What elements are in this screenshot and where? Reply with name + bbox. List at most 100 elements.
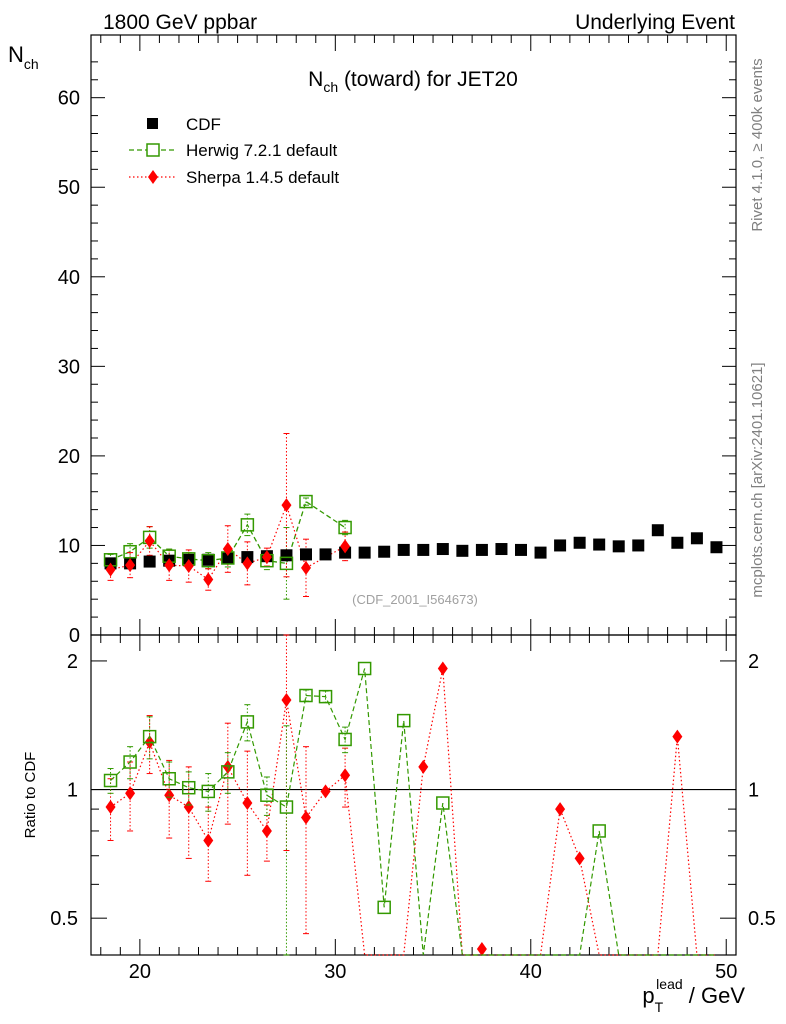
herwig-ratio-point <box>357 661 372 676</box>
cdf-point <box>651 524 664 537</box>
ratio-ytick-label: 0.5 <box>50 908 78 930</box>
cdf-point <box>358 546 371 559</box>
herwig-ratio-point <box>201 784 216 799</box>
cdf-point <box>143 555 156 568</box>
legend: CDF Herwig 7.2.1 default Sherpa 1.4.5 de… <box>129 115 339 187</box>
cdf-point <box>456 544 469 557</box>
cdf-point <box>280 549 293 562</box>
sherpa-main-point <box>203 572 214 587</box>
analysis-watermark: (CDF_2001_I564673) <box>352 592 478 607</box>
sherpa-ratio-point <box>672 729 683 744</box>
sherpa-ratio-point <box>105 800 116 815</box>
cdf-point <box>397 543 410 556</box>
sherpa-ratio-point <box>301 810 311 825</box>
ratio-ytick-label-right: 0.5 <box>748 908 776 930</box>
sherpa-ratio-point <box>320 784 331 799</box>
ratio-ytick-label-right: 2 <box>748 651 759 673</box>
xlabel-p: p <box>642 983 654 1008</box>
herwig-ratio-line <box>110 668 717 956</box>
herwig-ratio-point <box>338 732 352 747</box>
sherpa-main-point <box>281 498 292 513</box>
sherpa-ratio-point <box>418 759 429 774</box>
cdf-point <box>710 541 723 554</box>
cdf-point <box>436 543 449 556</box>
main-ticks: 0 10 20 30 40 50 60 <box>58 35 736 647</box>
cdf-point <box>534 546 547 559</box>
ratio-ytick-label: 1 <box>67 780 78 802</box>
legend-cdf-label: CDF <box>186 115 221 134</box>
cdf-point <box>573 536 586 549</box>
main-ylabel: Nch <box>8 42 39 72</box>
ratio-xtick-label: 20 <box>129 961 151 983</box>
mcplots-label: mcplots.cern.ch [arXiv:2401.10621] <box>749 362 766 597</box>
sherpa-ratio-point <box>574 851 585 866</box>
ratio-data <box>103 634 717 956</box>
cdf-point <box>495 543 508 556</box>
sherpa-ratio-line <box>110 668 717 956</box>
sherpa-ratio-point <box>261 823 272 838</box>
sherpa-ratio-point <box>242 796 253 811</box>
herwig-ratio-point <box>162 771 176 786</box>
main-title-sub: ch <box>323 79 338 95</box>
main-ytick-label: 30 <box>58 356 80 378</box>
herwig-ratio-point <box>123 755 137 769</box>
herwig-main-point <box>240 518 255 532</box>
cdf-point <box>671 536 684 549</box>
ratio-xtick-label: 40 <box>520 961 542 983</box>
legend-herwig-marker <box>146 143 160 157</box>
xlabel-sub: T <box>655 999 664 1015</box>
sherpa-main-point <box>301 560 311 575</box>
sherpa-main-line <box>110 503 346 581</box>
cdf-point <box>632 539 645 552</box>
legend-sherpa-marker <box>148 170 158 184</box>
herwig-ratio-point <box>103 773 118 788</box>
herwig-main-point <box>338 520 352 535</box>
herwig-ratio-point <box>240 715 255 729</box>
header-left: 1800 GeV ppbar <box>103 11 257 34</box>
main-ytick-label: 50 <box>58 177 80 199</box>
sherpa-ratio-point <box>164 788 175 803</box>
cdf-point <box>221 551 234 564</box>
sherpa-ratio-point <box>437 661 448 676</box>
sherpa-main-point <box>105 562 116 577</box>
legend-sherpa-label: Sherpa 1.4.5 default <box>186 168 339 187</box>
main-title-rest: (toward) for JET20 <box>338 68 518 91</box>
main-title-n: N <box>308 68 323 91</box>
legend-cdf-marker <box>147 118 158 129</box>
herwig-ratio-point <box>221 765 235 779</box>
ratio-ticks: 20 30 40 50 0.5 0.5 1 1 2 2 <box>50 635 776 983</box>
legend-herwig-label: Herwig 7.2.1 default <box>186 141 337 160</box>
ratio-ytick-label: 2 <box>67 651 78 673</box>
xlabel-rest: / GeV <box>683 983 746 1008</box>
main-ytick-label: 10 <box>58 535 80 557</box>
herwig-ratio-point <box>279 800 294 814</box>
herwig-ratio-point <box>592 824 606 838</box>
herwig-ratio-point <box>318 689 333 704</box>
herwig-main-point <box>123 544 137 559</box>
cdf-point <box>378 545 391 558</box>
ratio-ylabel: Ratio to CDF <box>22 752 39 839</box>
main-ylabel-sub: ch <box>24 56 39 72</box>
cdf-point <box>612 540 625 553</box>
herwig-ratio-point <box>181 780 196 795</box>
sherpa-main-point <box>222 542 233 557</box>
main-ytick-label: 40 <box>58 267 80 289</box>
cdf-point <box>554 539 567 552</box>
sherpa-main-point <box>183 559 194 574</box>
herwig-ratio-point <box>299 688 313 703</box>
sherpa-main-point <box>340 539 351 554</box>
main-ytick-label: 20 <box>58 446 80 468</box>
ratio-ytick-label-right: 1 <box>748 780 759 802</box>
cdf-point <box>319 548 332 561</box>
sherpa-ratio-point <box>125 786 136 801</box>
sherpa-main-point <box>261 550 272 565</box>
rivet-label: Rivet 4.1.0, ≥ 400k events <box>749 58 766 231</box>
cdf-point <box>690 532 703 545</box>
cdf-point <box>475 543 488 556</box>
main-ylabel-n: N <box>8 42 24 67</box>
xlabel-sup: lead <box>656 976 682 992</box>
sherpa-ratio-point <box>555 802 566 817</box>
herwig-ratio-point <box>142 729 157 744</box>
cdf-point <box>300 548 312 561</box>
